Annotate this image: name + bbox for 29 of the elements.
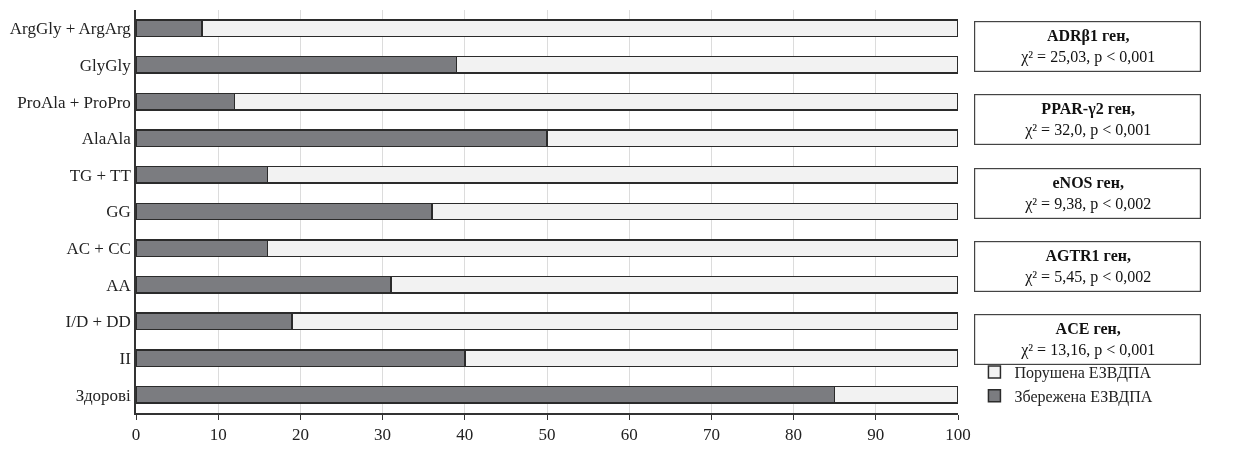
text: ADRβ1 ген, χ² = 25,03, p < 0,001 — [1020, 27, 1156, 66]
x-tick-label: 30 — [374, 425, 392, 445]
y-tick-label: I/D + DD — [65, 312, 131, 332]
x-tick-label: 90 — [867, 425, 885, 445]
y-tick-label: AlaAla — [81, 129, 132, 149]
text: PPAR-γ2 ген, χ² = 32,0, p < 0,001 — [1024, 100, 1152, 139]
x-tick-label: 70 — [702, 425, 720, 445]
y-tick-label: AC + CC — [66, 239, 131, 259]
x-tick-label: 40 — [456, 425, 474, 445]
text: ACE ген, χ² = 13,16, p < 0,001 — [1020, 320, 1156, 359]
y-tick-label: AA — [106, 275, 132, 295]
x-tick-label: 10 — [209, 425, 227, 445]
x-tick-label: 80 — [785, 425, 803, 445]
text: eNOS ген, χ² = 9,38, p < 0,002 — [1024, 174, 1152, 213]
y-tick-label: GG — [106, 202, 131, 222]
x-tick-label: 100 — [945, 425, 971, 445]
y-tick-label: ProAla + ProPro — [17, 92, 131, 112]
x-tick-label: 0 — [131, 425, 141, 445]
legend-label: Збережена ЕЗВДПА — [1014, 387, 1153, 406]
x-tick-label: 50 — [538, 425, 556, 445]
y-tick-label: II — [119, 349, 132, 368]
y-tick-label: ArgGly + ArgArg — [9, 19, 132, 39]
text: AGTR1 ген, χ² = 5,45, p < 0,002 — [1024, 247, 1152, 286]
y-tick-label: Здорові — [75, 385, 132, 405]
y-tick-label: GlyGly — [79, 55, 132, 75]
x-tick-label: 20 — [291, 425, 309, 445]
legend-label: Порушена ЕЗВДПА — [1014, 364, 1152, 383]
x-tick-label: 60 — [620, 425, 638, 445]
y-tick-label: TG + TT — [69, 165, 132, 185]
